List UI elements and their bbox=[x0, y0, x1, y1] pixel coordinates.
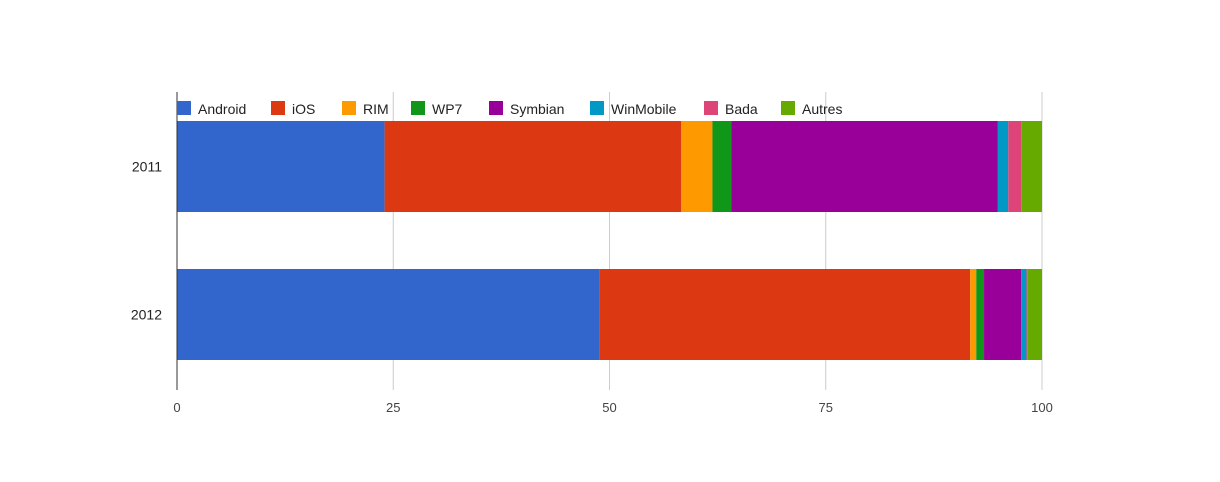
bars bbox=[177, 121, 1042, 360]
bar-2011-autres[interactable] bbox=[1021, 121, 1042, 212]
legend: Android iOS RIM WP7 Symbian WinMobile Bada Autr… bbox=[177, 101, 842, 117]
legend-swatch-winmobile bbox=[590, 101, 604, 115]
bar-2011-rim[interactable] bbox=[681, 121, 713, 212]
x-tick-label-75: 75 bbox=[819, 400, 833, 415]
axes: 0 25 50 75 100 2011 2012 bbox=[131, 92, 1053, 415]
bar-2011-ios[interactable] bbox=[384, 121, 682, 212]
legend-swatch-android bbox=[177, 101, 191, 115]
bar-2011-bada[interactable] bbox=[1008, 121, 1022, 212]
legend-item-ios[interactable]: iOS bbox=[271, 101, 315, 117]
bar-2011-symbian[interactable] bbox=[731, 121, 998, 212]
category-label-2012: 2012 bbox=[131, 307, 162, 323]
bar-2012-wp7[interactable] bbox=[976, 269, 985, 360]
category-label-2011: 2011 bbox=[132, 159, 162, 175]
legend-item-bada[interactable]: Bada bbox=[704, 101, 758, 117]
legend-swatch-bada bbox=[704, 101, 718, 115]
legend-swatch-ios bbox=[271, 101, 285, 115]
legend-item-android[interactable]: Android bbox=[177, 101, 246, 117]
legend-item-autres[interactable]: Autres bbox=[781, 101, 842, 117]
legend-item-symbian[interactable]: Symbian bbox=[489, 101, 564, 117]
bar-2012-android[interactable] bbox=[177, 269, 600, 360]
legend-label-android: Android bbox=[198, 101, 246, 117]
x-tick-label-0: 0 bbox=[173, 400, 180, 415]
legend-swatch-autres bbox=[781, 101, 795, 115]
x-tick-label-50: 50 bbox=[602, 400, 616, 415]
bar-2012-ios[interactable] bbox=[599, 269, 971, 360]
x-tick-label-25: 25 bbox=[386, 400, 400, 415]
bar-2011-wp7[interactable] bbox=[712, 121, 732, 212]
bar-2012-autres[interactable] bbox=[1027, 269, 1042, 360]
legend-item-rim[interactable]: RIM bbox=[342, 101, 389, 117]
legend-item-wp7[interactable]: WP7 bbox=[411, 101, 463, 117]
legend-item-winmobile[interactable]: WinMobile bbox=[590, 101, 677, 117]
bar-2012-winmobile[interactable] bbox=[1021, 269, 1027, 360]
bar-2012-symbian[interactable] bbox=[984, 269, 1022, 360]
legend-label-symbian: Symbian bbox=[510, 101, 564, 117]
bar-2011-winmobile[interactable] bbox=[997, 121, 1009, 212]
legend-label-autres: Autres bbox=[802, 101, 842, 117]
x-tick-label-100: 100 bbox=[1031, 400, 1053, 415]
legend-label-wp7: WP7 bbox=[432, 101, 463, 117]
legend-swatch-symbian bbox=[489, 101, 503, 115]
bar-2011-android[interactable] bbox=[177, 121, 385, 212]
legend-label-rim: RIM bbox=[363, 101, 389, 117]
bar-2012-bada[interactable] bbox=[1026, 269, 1028, 360]
legend-label-bada: Bada bbox=[725, 101, 758, 117]
legend-swatch-rim bbox=[342, 101, 356, 115]
legend-label-winmobile: WinMobile bbox=[611, 101, 677, 117]
bar-2012-rim[interactable] bbox=[970, 269, 977, 360]
legend-label-ios: iOS bbox=[292, 101, 315, 117]
legend-swatch-wp7 bbox=[411, 101, 425, 115]
